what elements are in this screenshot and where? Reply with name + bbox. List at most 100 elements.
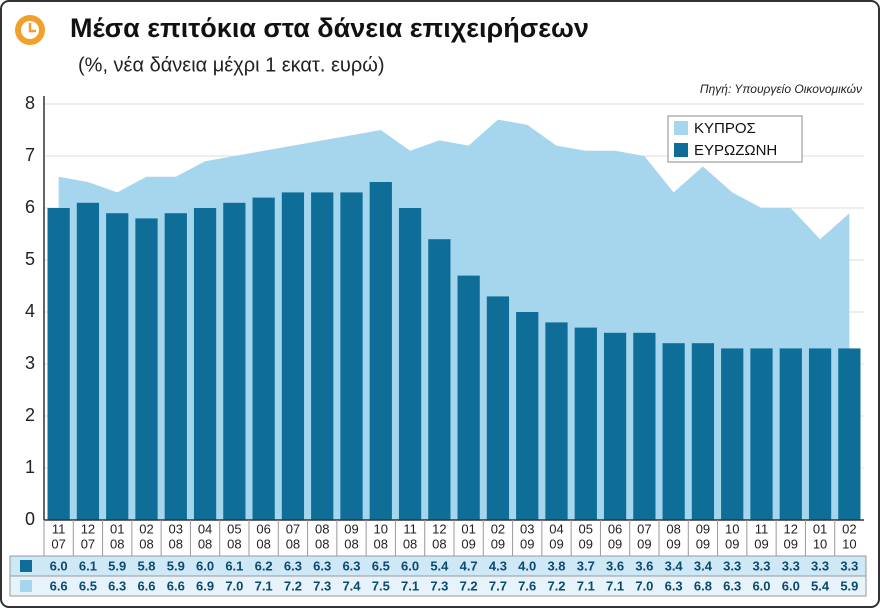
bar [808,348,832,520]
bar [340,192,363,520]
x-tick-label: 08 [315,521,329,536]
bar [545,322,568,520]
x-tick-label: 07 [81,536,95,551]
x-tick-label: 09 [754,536,768,551]
legend-swatch [674,121,688,135]
table-value: 7.1 [401,578,419,593]
bar [311,192,334,520]
x-tick-label: 08 [374,536,388,551]
x-tick-label: 07 [51,536,65,551]
x-tick-label: 06 [256,521,270,536]
x-tick-label: 09 [608,536,622,551]
bar [662,343,685,520]
x-tick-label: 09 [461,536,475,551]
source: Πηγή: Υπουργείο Οικονομικών [700,82,862,96]
table-value: 6.3 [313,558,331,573]
x-tick-label: 11 [755,521,769,536]
table-value: 6.2 [255,558,273,573]
table-value: 6.3 [284,558,302,573]
x-tick-label: 09 [696,521,710,536]
table-value: 3.7 [577,558,595,573]
table-value: 6.8 [694,578,712,593]
table-value: 7.2 [284,578,302,593]
table-value: 5.8 [137,558,155,573]
table-value: 3.8 [547,558,565,573]
x-tick-label: 08 [227,536,241,551]
table-value: 4.0 [518,558,536,573]
bar [223,202,246,521]
table-value: 7.7 [489,578,507,593]
x-tick-label: 08 [169,536,183,551]
icon-hands [28,23,36,33]
bar [721,348,744,520]
x-tick-label: 11 [52,521,66,536]
table-row [9,575,867,597]
table-value: 6.3 [342,558,360,573]
x-tick-label: 10 [374,521,388,536]
x-tick-label: 12 [432,521,446,536]
bar [633,332,656,520]
table-value: 5.9 [108,558,126,573]
table-value: 7.1 [606,578,624,593]
x-tick-label: 04 [549,521,563,536]
legend-box [667,115,803,163]
table-value: 6.0 [752,578,770,593]
x-tick-label: 07 [637,521,651,536]
legend-label: ΚΥΠΡΟΣ [694,120,756,137]
table-value: 6.3 [723,578,741,593]
x-tick-label: 08 [315,536,329,551]
table-value: 5.9 [840,578,858,593]
table-value: 7.1 [255,578,273,593]
table-value: 3.3 [811,558,829,573]
x-tick-label: 09 [520,536,534,551]
x-tick-label: 06 [608,521,622,536]
table-value: 6.0 [782,578,800,593]
table-value: 6.1 [79,558,97,573]
table-value: 3.4 [694,558,713,573]
x-tick-label: 09 [344,521,358,536]
y-tick-label: 3 [25,353,35,373]
x-tick-label: 02 [842,521,856,536]
table-value: 6.0 [401,558,419,573]
table-value: 6.3 [108,578,126,593]
table-value: 3.3 [782,558,800,573]
x-tick-label: 09 [666,536,680,551]
bar [106,213,129,520]
chart-subtitle: (%, νέα δάνεια μέχρι 1 εκατ. ευρώ) [78,54,385,76]
x-tick-label: 12 [81,521,95,536]
table-value: 3.4 [665,558,684,573]
bar [574,327,597,520]
x-tick-label: 02 [139,521,153,536]
bar [838,348,861,520]
table-value: 6.0 [50,558,68,573]
bar [76,202,100,521]
x-tick-label: 01 [110,521,124,536]
x-tick-label: 08 [110,536,124,551]
x-tick-label: 10 [725,521,739,536]
table-value: 3.3 [723,558,741,573]
bar [750,348,773,520]
table-key [20,580,32,592]
table-key [20,560,32,572]
bar [691,343,715,520]
x-tick-label: 01 [813,521,827,536]
y-tick-label: 6 [25,197,35,217]
bar [369,182,392,520]
table-value: 7.2 [547,578,565,593]
table-value: 3.3 [840,558,858,573]
y-tick-label: 4 [25,301,35,321]
x-tick-label: 05 [579,521,593,536]
table-value: 6.5 [372,558,390,573]
table-value: 6.6 [167,578,185,593]
x-tick-label: 03 [169,521,183,536]
table-value: 4.7 [460,558,478,573]
x-tick-label: 09 [549,536,563,551]
table-value: 7.3 [430,578,448,593]
table-value: 6.6 [137,578,155,593]
x-tick-label: 07 [286,521,300,536]
table-value: 6.1 [225,558,243,573]
x-tick-label: 04 [198,521,212,536]
bar [47,208,70,520]
y-tick-label: 2 [25,405,35,425]
y-tick-label: 7 [25,145,35,165]
